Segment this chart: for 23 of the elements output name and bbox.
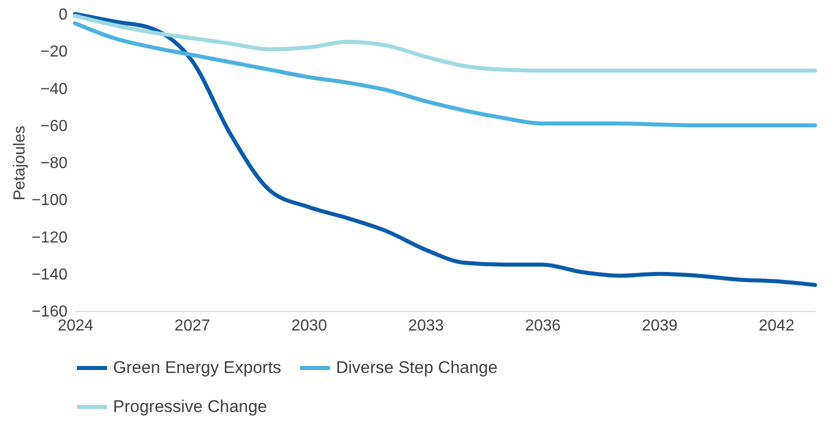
y-tick-label: −160 [31, 304, 68, 320]
x-tick-label: 2027 [174, 318, 210, 334]
x-tick-label: 2030 [291, 318, 328, 334]
y-tick-label: −20 [40, 44, 68, 61]
x-tick-label: 2036 [525, 318, 561, 334]
legend-label: Diverse Step Change [336, 358, 498, 377]
legend-label: Progressive Change [113, 397, 268, 416]
y-tick-label: −60 [40, 118, 68, 135]
x-tick-label: 2024 [58, 318, 94, 334]
y-axis-title: Petajoules [11, 126, 28, 200]
y-tick-label: −140 [31, 266, 68, 284]
y-tick-label: −40 [40, 80, 68, 98]
y-tick-label: −100 [31, 192, 68, 210]
y-tick-label: −80 [40, 155, 68, 172]
legend-label: Green Energy Exports [113, 358, 282, 377]
x-tick-label: 2033 [408, 318, 444, 334]
x-tick-label: 2039 [642, 318, 678, 334]
y-tick-label: 0 [58, 6, 68, 24]
line-series [73, 12, 817, 288]
x-tick-label: 2042 [758, 318, 794, 334]
line-series [73, 21, 817, 128]
y-tick-label: −120 [31, 229, 68, 246]
line-series [73, 14, 817, 73]
